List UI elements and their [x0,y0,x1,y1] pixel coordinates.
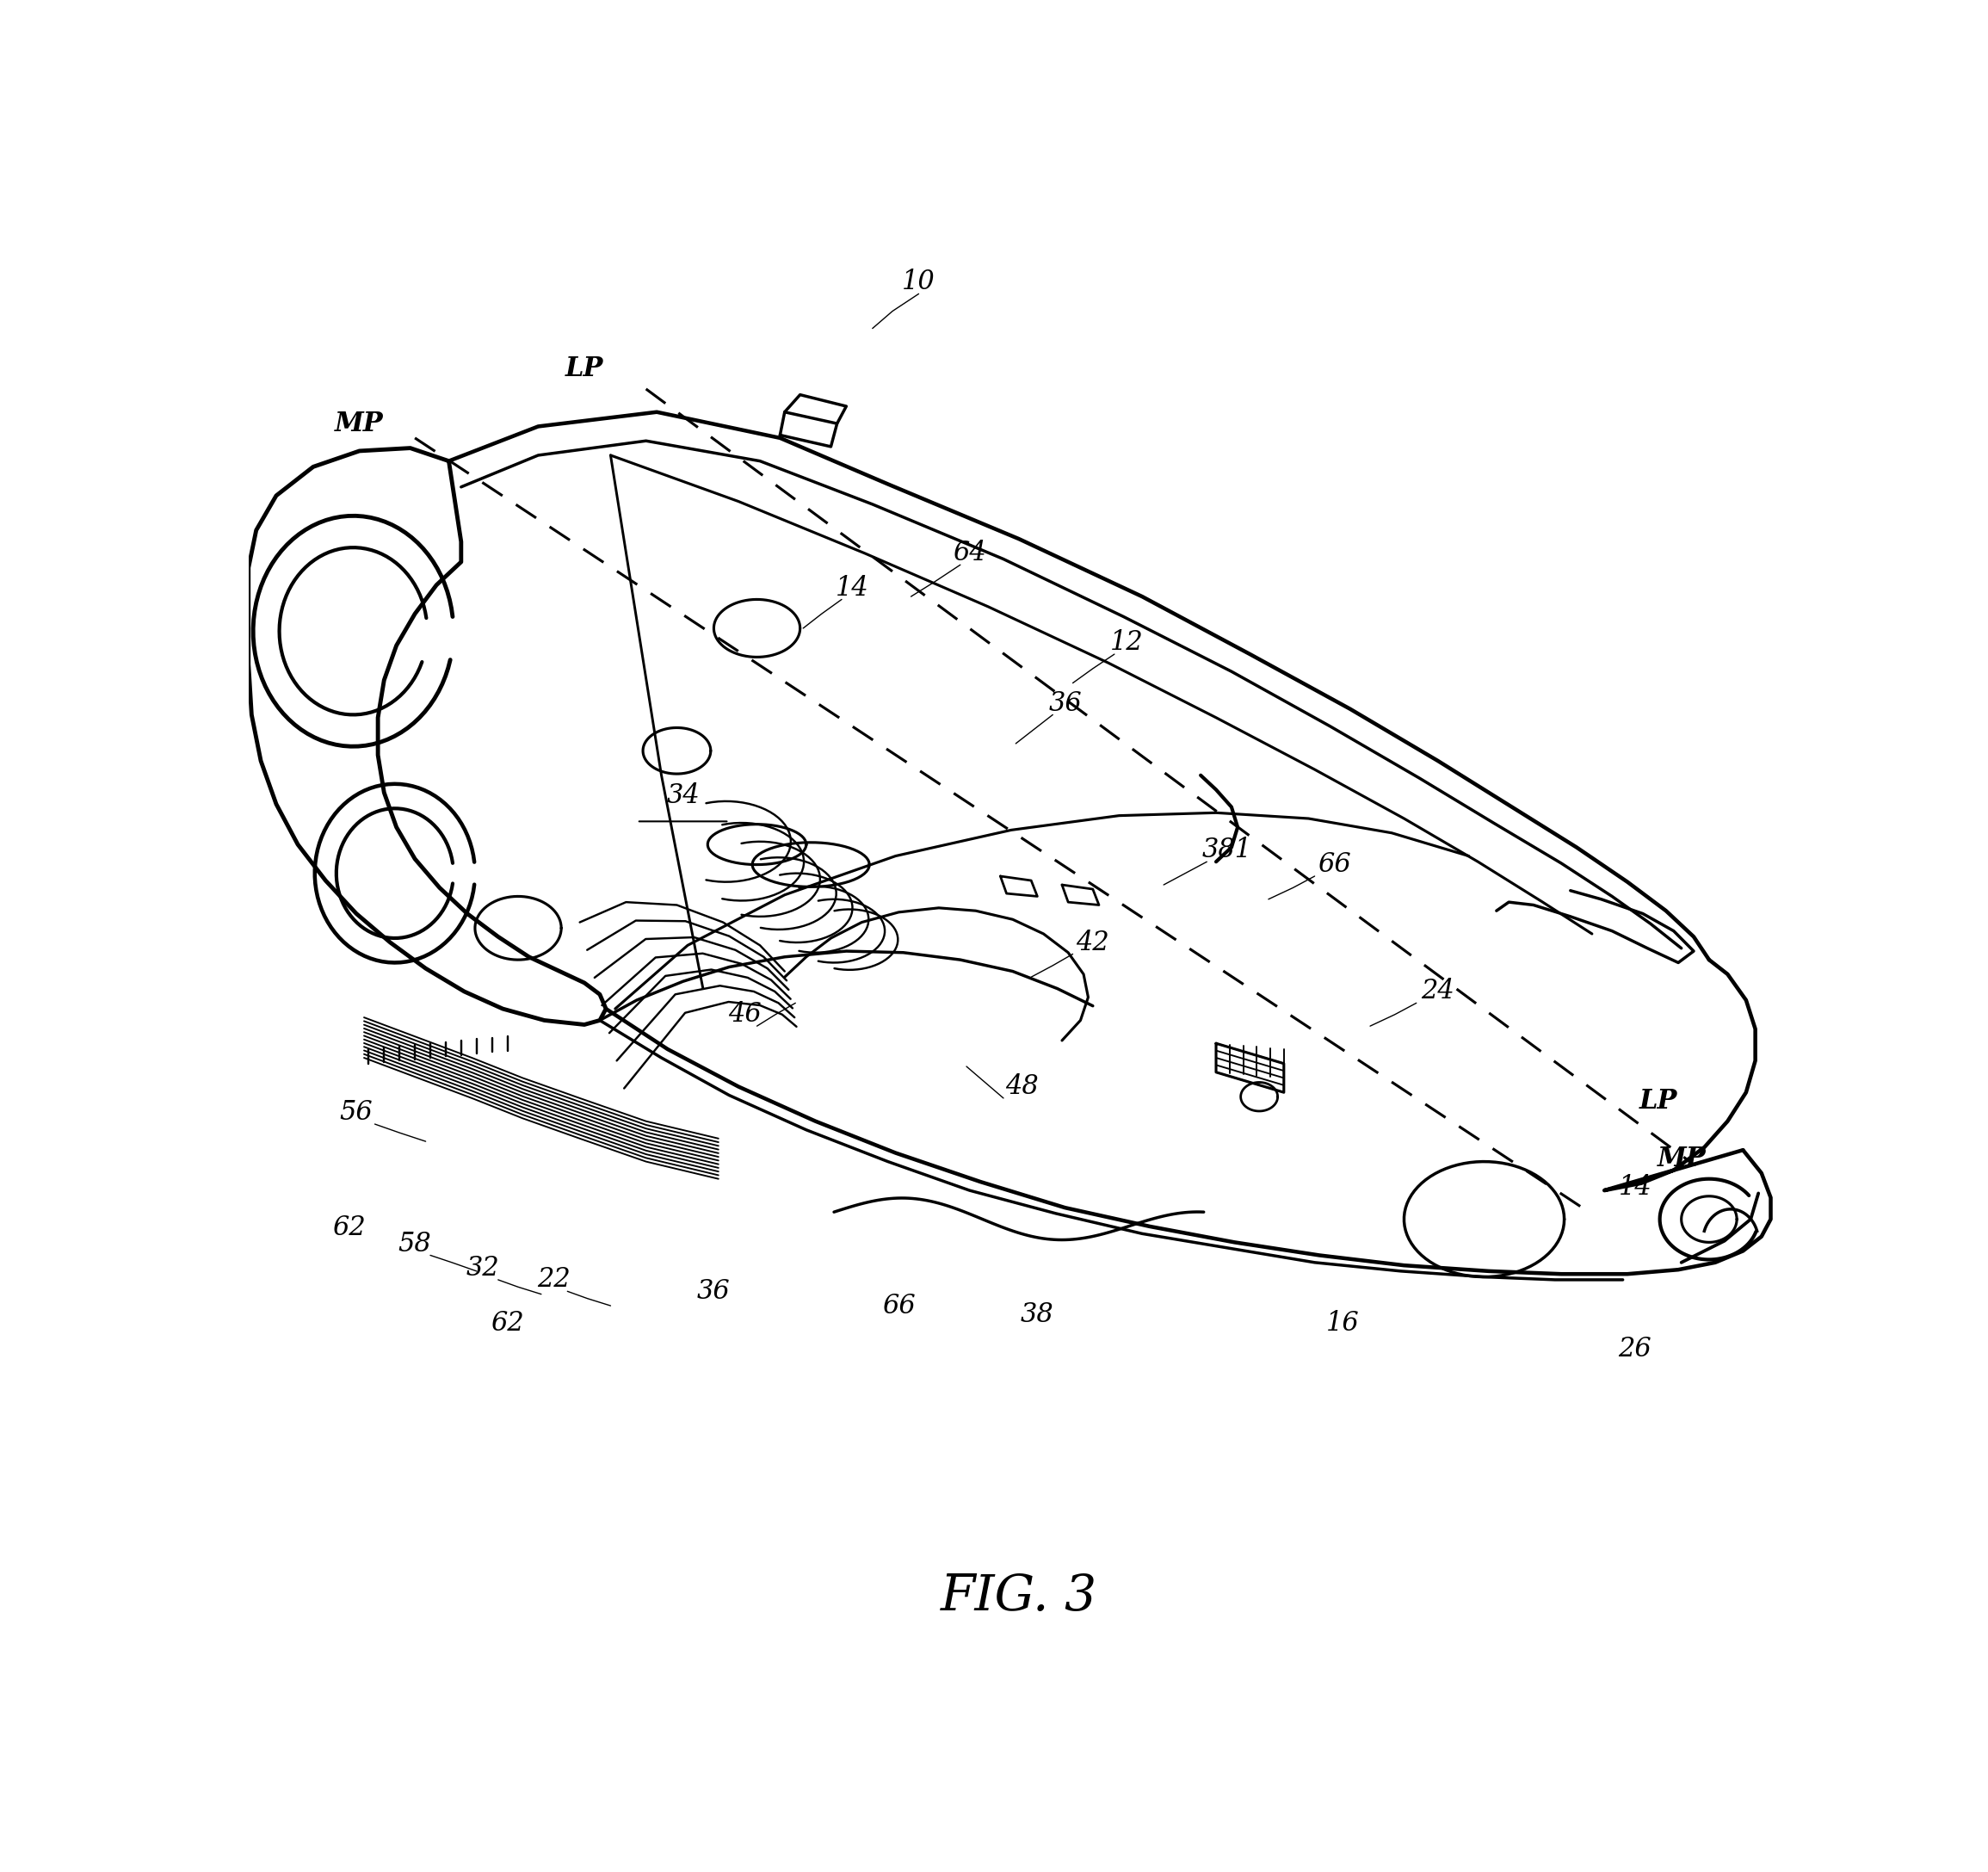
Text: 36: 36 [1048,691,1081,717]
Text: 58: 58 [398,1230,431,1258]
Text: 48: 48 [1006,1073,1038,1101]
Text: 24: 24 [1421,979,1455,1005]
Text: 32: 32 [465,1254,499,1282]
Text: 14: 14 [1618,1174,1652,1200]
Text: 22: 22 [537,1267,571,1294]
Text: FIG. 3: FIG. 3 [940,1572,1097,1621]
Text: 36: 36 [698,1279,730,1305]
Text: MP: MP [336,410,384,436]
Text: 56: 56 [340,1099,374,1125]
Text: 46: 46 [728,1002,761,1028]
Text: 26: 26 [1618,1335,1652,1363]
Text: 10: 10 [903,270,936,296]
Text: 66: 66 [1318,852,1352,878]
Text: MP: MP [1656,1146,1706,1172]
Text: LP: LP [1640,1088,1678,1114]
Text: 66: 66 [883,1292,914,1320]
Text: 12: 12 [1109,629,1143,655]
Text: 381: 381 [1203,837,1252,863]
Text: LP: LP [565,356,604,382]
Text: 14: 14 [835,575,869,601]
Text: 38: 38 [1020,1301,1054,1327]
Text: 42: 42 [1076,929,1109,957]
Text: 64: 64 [952,539,986,567]
Text: 16: 16 [1326,1310,1360,1337]
Text: 62: 62 [332,1215,366,1241]
Text: 34: 34 [666,782,700,809]
Text: 62: 62 [491,1310,525,1337]
